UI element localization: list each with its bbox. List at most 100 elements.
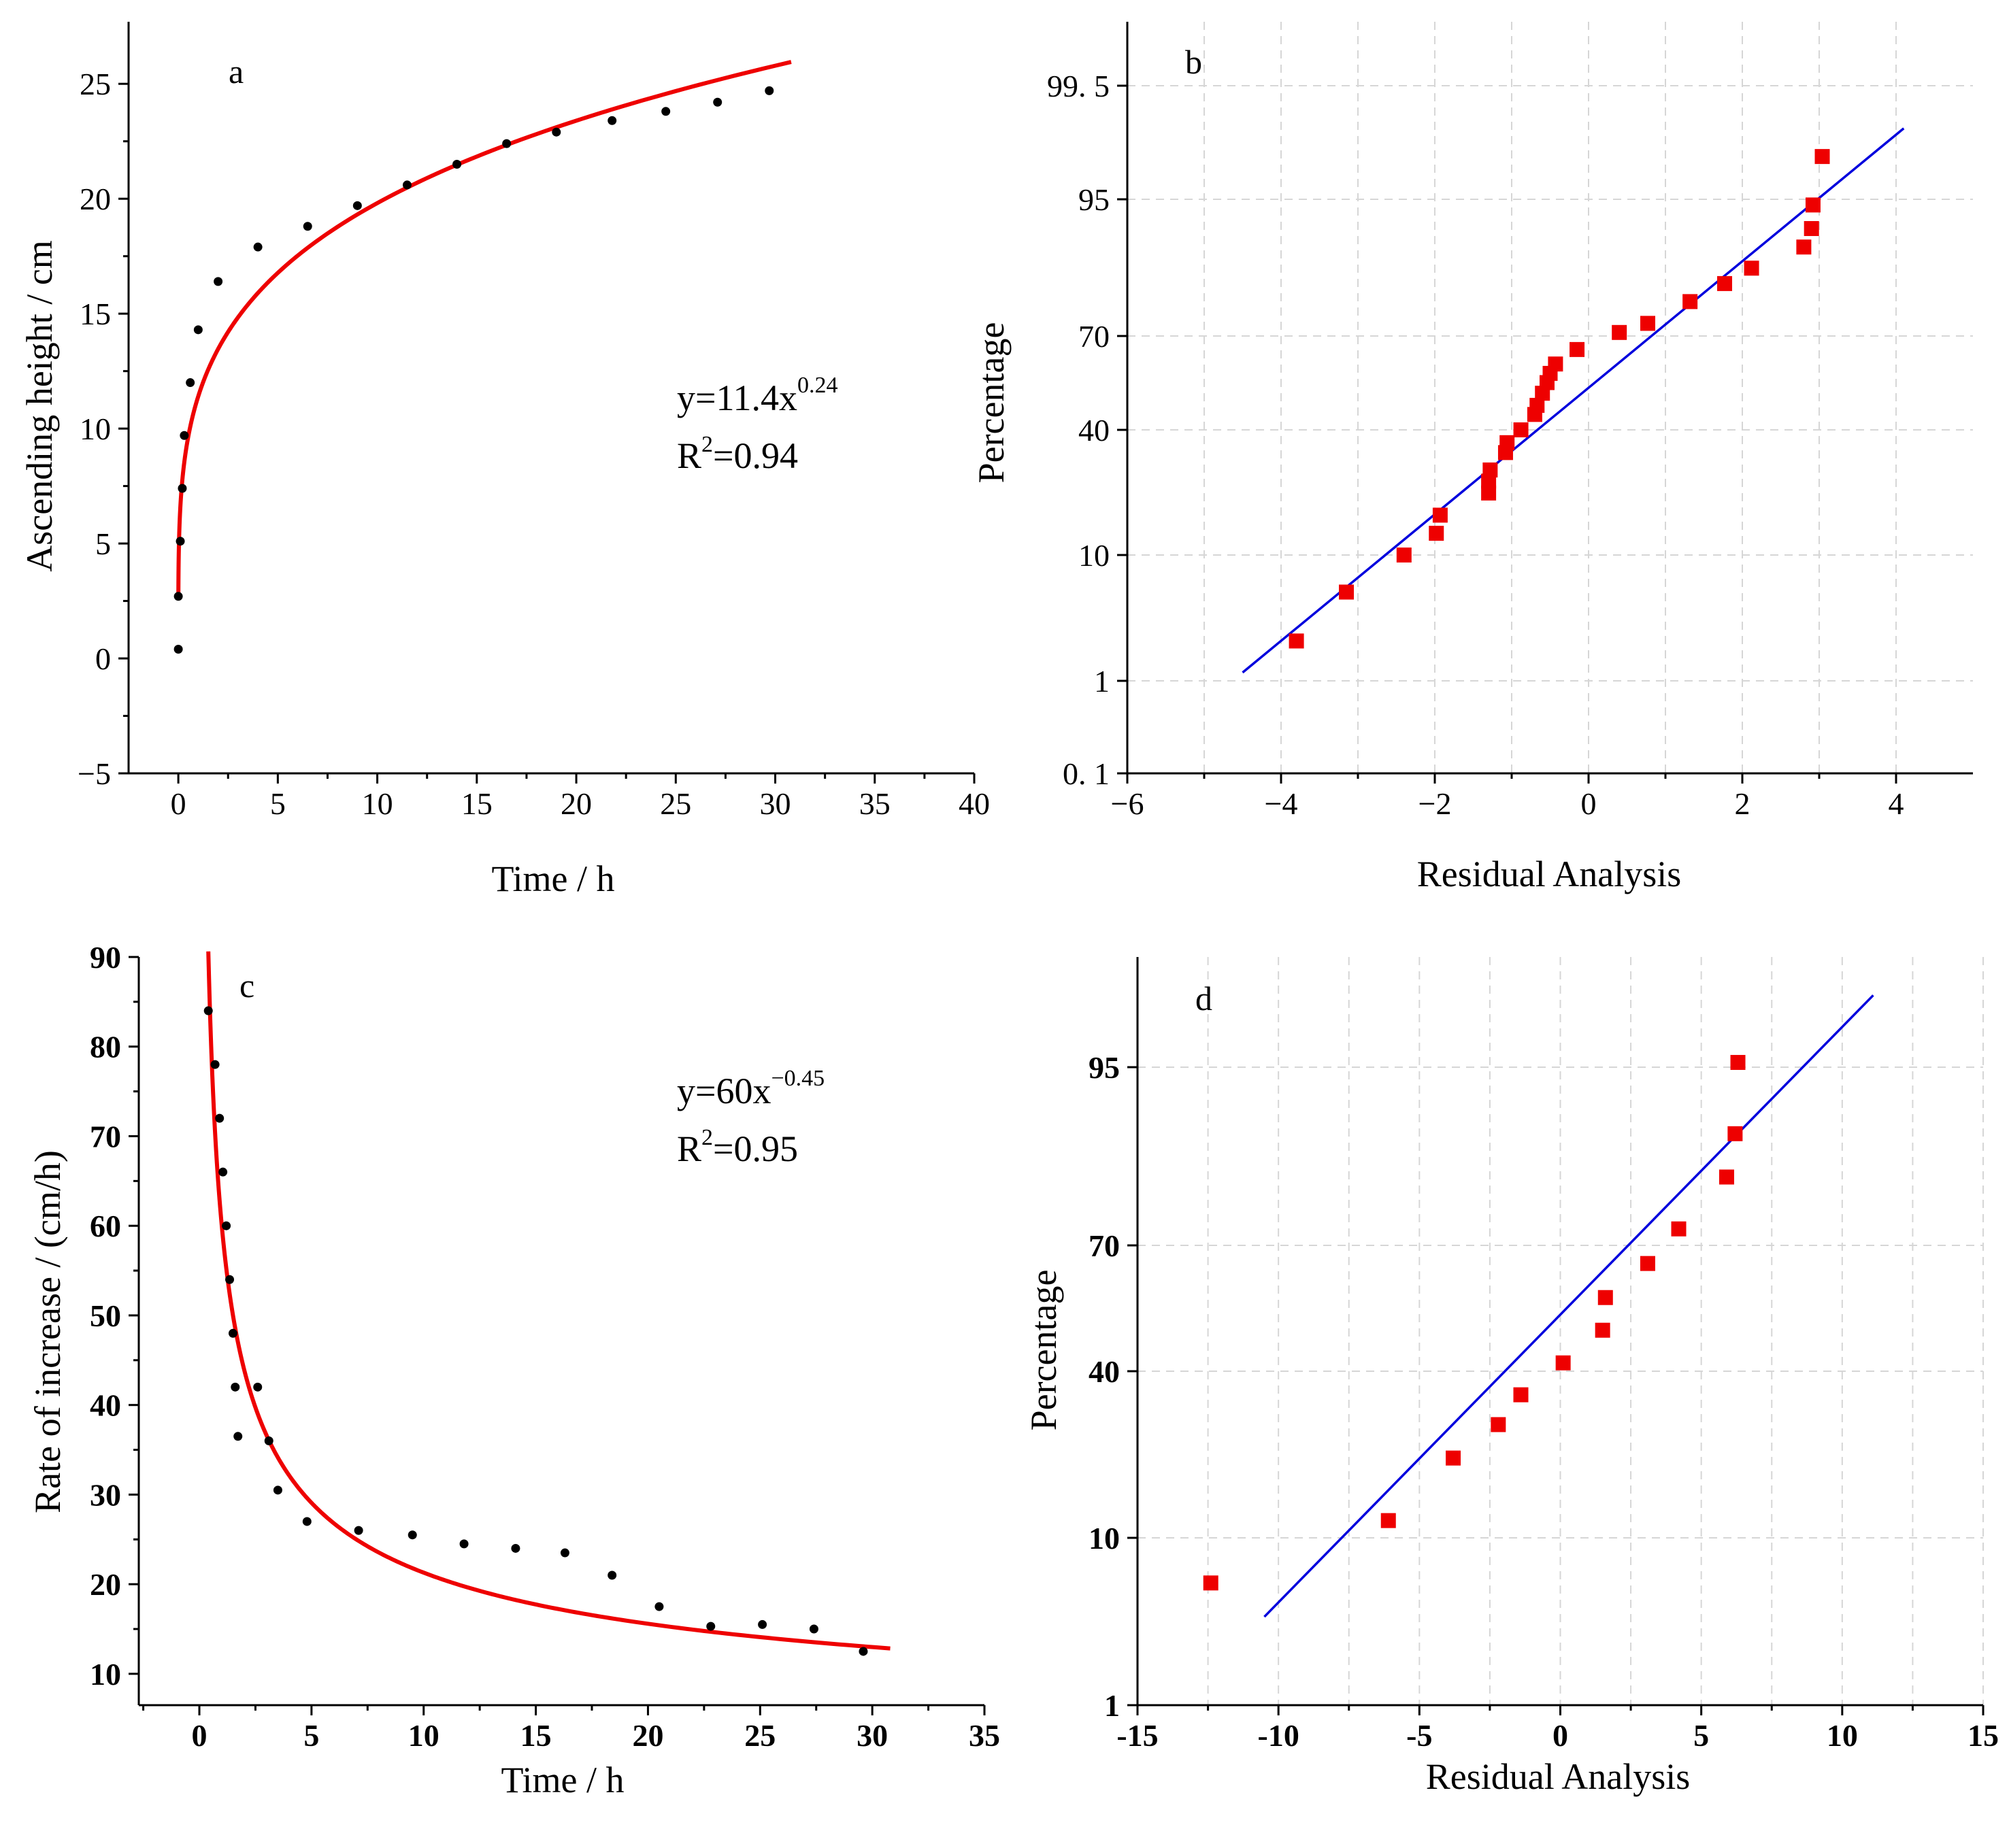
panel-b-data-point <box>1682 294 1698 309</box>
panel-c-data-point <box>758 1619 767 1629</box>
panel-d-y-tick-label: 1 <box>1104 1688 1120 1723</box>
panel-d-x-tick-label: -10 <box>1258 1718 1299 1753</box>
panel-b-data-point <box>1744 261 1759 276</box>
panel-d-data-point <box>1446 1450 1461 1466</box>
panel-b-data-point <box>1529 397 1545 413</box>
panel-a-equation: y=11.4x0.24 <box>677 373 837 418</box>
panel-c-data-point <box>225 1275 235 1284</box>
panel-c-x-tick-label: 0 <box>192 1718 207 1753</box>
panel-c-data-point <box>273 1485 282 1495</box>
panel-c-data-point <box>859 1647 868 1656</box>
panel-b-y-tick-label: 0. 1 <box>1063 756 1110 791</box>
panel-c-data-point <box>511 1543 520 1553</box>
panel-c-equation: y=60x−0.45 <box>677 1066 825 1111</box>
panel-a-x-tick-label: 40 <box>959 786 990 821</box>
panel-b-fit-line <box>1242 127 1905 674</box>
panel-c-data-point <box>408 1530 417 1540</box>
panel-d-data-point <box>1380 1513 1396 1528</box>
panel-c-x-axis-title: Time / h <box>501 1760 624 1800</box>
panel-b-data-point <box>1640 316 1656 331</box>
panel-a-r-squared: R2=0.94 <box>677 432 798 476</box>
panel-b-data-point <box>1548 356 1563 372</box>
panel-c-data-point <box>654 1602 664 1611</box>
panel-b-data-point <box>1289 633 1304 649</box>
panel-a-fit-curve <box>176 60 792 595</box>
panel-c-data-point <box>222 1221 231 1230</box>
panel-b-data-point <box>1805 197 1821 213</box>
panel-c-x-tick-label: 5 <box>303 1718 319 1753</box>
panel-d-x-tick-label: 10 <box>1827 1718 1858 1753</box>
panel-a-y-tick-label: 10 <box>80 411 111 446</box>
panel-d-data-point <box>1719 1169 1734 1185</box>
panel-a-data-point <box>608 116 617 125</box>
panel-c-fit-curve <box>206 951 891 1651</box>
panel-b-x-tick-label: −2 <box>1418 786 1452 821</box>
panel-d-data-point <box>1727 1126 1743 1141</box>
panel-a-data-point <box>452 160 462 169</box>
panel-d-data-point <box>1671 1221 1687 1237</box>
panel-c-data-point <box>228 1328 237 1338</box>
panel-c-y-tick-label: 50 <box>90 1298 121 1333</box>
panel-c-x-tick-label: 25 <box>744 1718 776 1753</box>
panel-a-x-axis-title: Time / h <box>491 858 614 899</box>
panel-b-data-point <box>1796 239 1812 255</box>
panel-a-label: a <box>229 52 244 90</box>
panel-a-x-tick-label: 15 <box>461 786 493 821</box>
panel-a-y-tick-label: −5 <box>78 756 111 791</box>
panel-d-x-tick-label: -15 <box>1116 1718 1158 1753</box>
panel-a-data-point <box>352 201 362 210</box>
panel-b-x-tick-label: −4 <box>1265 786 1298 821</box>
panel-d-y-tick-label: 70 <box>1089 1228 1120 1263</box>
panel-b-data-point <box>1481 485 1497 501</box>
panel-c-y-tick-label: 10 <box>90 1657 121 1692</box>
panel-d-x-tick-label: 15 <box>1968 1718 1999 1753</box>
panel-a-data-point <box>713 97 723 107</box>
panel-d-residual-probability: -15 -10 -5 0 5 10 15 1 10 40 70 95 d Residual Analy… <box>1023 957 1999 1797</box>
panel-a-data-point <box>661 107 671 116</box>
panel-b-y-tick-label: 99. 5 <box>1047 69 1110 103</box>
panel-d-y-tick-label: 10 <box>1089 1521 1120 1556</box>
panel-b-y-tick-label: 40 <box>1078 413 1110 448</box>
panel-c-y-tick-label: 60 <box>90 1209 121 1243</box>
panel-a-data-point <box>178 484 187 493</box>
panel-a-data-point <box>402 180 412 190</box>
panel-b-data-point <box>1432 507 1448 523</box>
panel-c-r-squared: R2=0.95 <box>677 1125 798 1169</box>
panel-b-data-point <box>1814 149 1830 165</box>
panel-c-data-point <box>215 1113 225 1123</box>
panel-a-ascending-height: 0 5 10 15 20 25 30 35 40 −5 0 5 10 15 20 25 a y=11.4x0.… <box>19 22 990 899</box>
panel-a-y-tick-label: 25 <box>80 67 111 101</box>
panel-b-x-tick-label: −6 <box>1111 786 1144 821</box>
panel-c-data-point <box>302 1517 312 1526</box>
panel-d-x-tick-label: -5 <box>1406 1718 1432 1753</box>
panel-c-data-point <box>233 1432 243 1441</box>
panel-a-x-tick-label: 10 <box>362 786 393 821</box>
panel-d-data-point <box>1595 1322 1610 1338</box>
panel-d-x-tick-label: 0 <box>1553 1718 1568 1753</box>
panel-b-y-tick-label: 70 <box>1078 319 1110 354</box>
panel-a-data-point <box>173 645 183 654</box>
panel-c-x-tick-label: 15 <box>520 1718 552 1753</box>
panel-d-fit-line <box>1263 994 1874 1618</box>
panel-c-x-tick-label: 30 <box>857 1718 888 1753</box>
panel-c-data-point <box>264 1436 273 1445</box>
panel-b-data-point <box>1482 462 1498 477</box>
panel-a-x-tick-label: 0 <box>171 786 186 821</box>
panel-d-data-point <box>1640 1256 1655 1271</box>
panel-d-y-axis-title: Percentage <box>1023 1270 1064 1431</box>
panel-b-residual-probability: −6 −4 −2 0 2 4 0. 1 1 10 40 70 95 99. 5 b Residual A… <box>971 22 1973 894</box>
panel-a-x-tick-label: 20 <box>561 786 592 821</box>
panel-a-data-point <box>214 277 223 286</box>
panel-d-y-tick-label: 40 <box>1089 1354 1120 1389</box>
panel-c-y-tick-label: 40 <box>90 1388 121 1423</box>
panel-b-data-point <box>1499 435 1515 450</box>
panel-d-data-point <box>1555 1355 1571 1371</box>
panel-c-data-point <box>218 1167 228 1177</box>
panel-a-data-point <box>253 242 263 252</box>
panel-b-data-point <box>1339 584 1355 600</box>
panel-a-data-point <box>502 139 512 148</box>
panel-d-data-point <box>1513 1387 1529 1402</box>
panel-b-data-point <box>1429 526 1444 541</box>
panel-a-x-tick-label: 25 <box>660 786 691 821</box>
panel-a-y-tick-label: 20 <box>80 182 111 216</box>
